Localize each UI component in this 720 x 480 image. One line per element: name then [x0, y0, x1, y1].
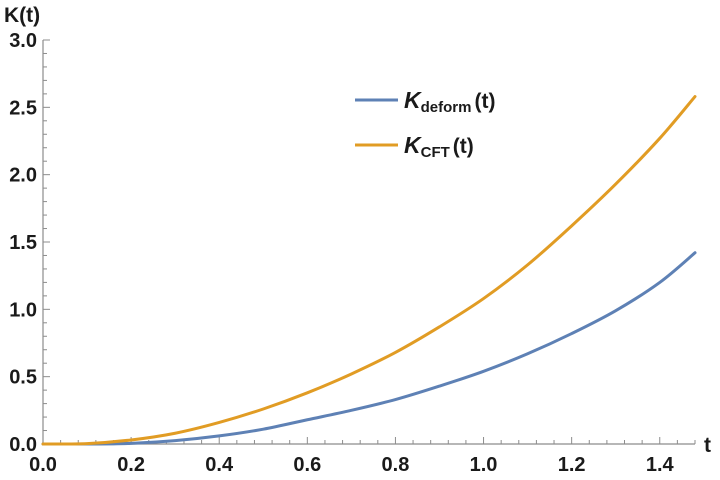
y-axis-label: K(t): [4, 4, 40, 27]
x-tick-label: 0.4: [205, 454, 234, 476]
y-tick-label: 0.0: [9, 434, 37, 456]
series-line-cft: [41, 95, 697, 446]
y-tick-label: 2.5: [9, 97, 37, 119]
y-tick-label: 1.0: [9, 299, 37, 321]
axes: 0.0 0.2 0.4 0.6 0.8 1.0 1.2 1.4 0.0 0.5 1.0 1.5 2.0 2…: [4, 4, 711, 476]
x-tick-label: 0.6: [293, 454, 321, 476]
legend-symbol: K: [404, 132, 422, 158]
legend-subscript: deform: [421, 99, 472, 116]
y-tick-label: 0.5: [9, 367, 37, 389]
legend-suffix: (t): [453, 135, 474, 158]
series-line-deform: [41, 251, 697, 446]
legend-subscript: CFT: [421, 144, 450, 161]
legend-suffix: (t): [474, 90, 495, 113]
y-tick-label: 1.5: [9, 232, 37, 254]
x-tick-label: 0.2: [117, 454, 145, 476]
x-tick-label: 1.0: [470, 454, 498, 476]
legend-entry-deform: Kdeform (t): [404, 87, 495, 116]
x-axis-label: t: [704, 434, 711, 457]
x-tick-label: 1.4: [646, 454, 675, 476]
legend-symbol: K: [404, 87, 422, 113]
x-tick-label: 0.0: [29, 454, 57, 476]
x-tick-label: 1.2: [558, 454, 586, 476]
series-layer: [41, 95, 697, 446]
y-tick-label: 2.0: [9, 165, 37, 187]
legend: Kdeform (t)KCFT (t): [355, 87, 495, 161]
x-tick-label: 0.8: [382, 454, 410, 476]
y-tick-label: 3.0: [9, 30, 37, 52]
legend-entry-cft: KCFT (t): [404, 132, 474, 161]
